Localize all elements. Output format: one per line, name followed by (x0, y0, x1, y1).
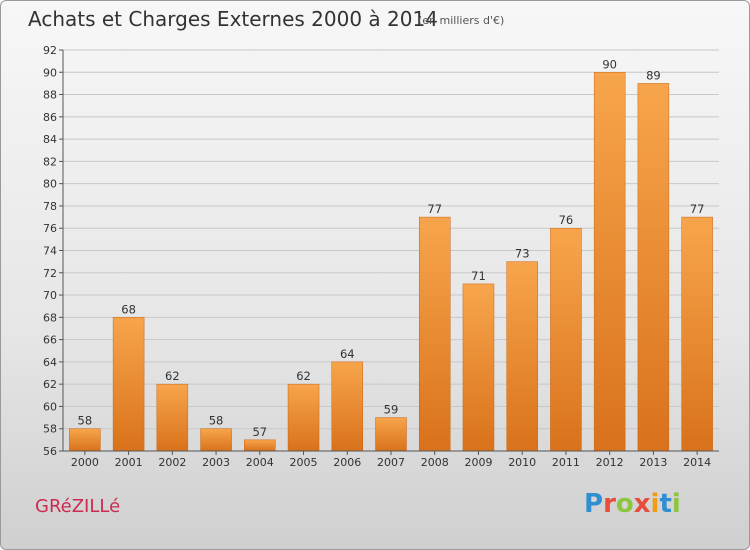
x-tick-label: 2004 (246, 456, 274, 469)
y-tick-label: 86 (43, 111, 57, 124)
bar (69, 428, 101, 452)
logo-letter: i (650, 489, 660, 519)
bar (287, 383, 320, 452)
bar (637, 83, 670, 452)
y-tick-label: 56 (43, 445, 57, 458)
data-label: 77 (427, 202, 442, 216)
data-label: 58 (78, 414, 93, 428)
data-label: 71 (471, 269, 486, 283)
data-label: 59 (384, 403, 399, 417)
bar (200, 428, 232, 452)
x-tick-label: 2005 (290, 456, 318, 469)
x-tick-label: 2010 (508, 456, 536, 469)
data-label: 62 (296, 369, 311, 383)
y-tick-label: 64 (43, 356, 57, 369)
bar (112, 317, 145, 452)
logo-letter: x (633, 489, 651, 519)
y-tick-label: 78 (43, 200, 57, 213)
x-tick-label: 2008 (421, 456, 449, 469)
logo-letter: t (659, 489, 672, 519)
chart-units: (en milliers d'€) (418, 14, 505, 27)
bar (506, 261, 538, 452)
bar (418, 216, 451, 452)
y-tick-label: 66 (43, 334, 57, 347)
x-tick-label: 2009 (464, 456, 492, 469)
logo-letter: r (603, 489, 616, 519)
data-label: 77 (690, 202, 705, 216)
data-label: 57 (252, 425, 267, 439)
y-tick-label: 92 (43, 44, 57, 57)
logo-letter: i (671, 489, 681, 519)
bar (375, 417, 407, 452)
y-tick-label: 84 (43, 133, 57, 146)
y-tick-label: 90 (43, 66, 57, 79)
data-label: 64 (340, 347, 355, 361)
data-label: 62 (165, 369, 180, 383)
chart-title: Achats et Charges Externes 2000 à 2014 (28, 7, 438, 31)
x-tick-label: 2011 (552, 456, 580, 469)
y-tick-label: 60 (43, 400, 57, 413)
bar (462, 283, 495, 452)
bar (593, 72, 626, 452)
data-label: 89 (646, 68, 661, 82)
y-tick-label: 58 (43, 423, 57, 436)
data-label: 76 (559, 213, 574, 227)
logo-letter: o (615, 489, 634, 519)
x-tick-label: 2002 (158, 456, 186, 469)
data-label: 73 (515, 247, 530, 261)
data-label: 68 (121, 302, 136, 316)
y-tick-label: 76 (43, 222, 57, 235)
axes: 56 58 60 62 64 66 68 70 72 74 76 78 80 82 84 86 88 90 92 20… (43, 44, 719, 469)
bars (69, 72, 713, 452)
bar (681, 216, 713, 452)
data-label: 58 (209, 414, 224, 428)
y-tick-label: 70 (43, 289, 57, 302)
bar (156, 383, 189, 452)
proxiti-logo: Proxiti (584, 489, 681, 519)
y-tick-label: 74 (43, 245, 57, 258)
data-label: 90 (602, 57, 617, 71)
bar (550, 227, 582, 452)
logo-letter: P (584, 489, 604, 519)
data-labels: 58 68 62 58 57 62 64 59 77 71 73 76 90 89 77 (78, 57, 705, 439)
x-tick-label: 2007 (377, 456, 405, 469)
x-tick-label: 2012 (596, 456, 624, 469)
y-tick-label: 80 (43, 178, 57, 191)
y-tick-label: 88 (43, 89, 57, 102)
commune-name: GRéZILLé (35, 496, 121, 517)
bar (244, 439, 276, 452)
y-tick-label: 82 (43, 155, 57, 168)
x-tick-label: 2003 (202, 456, 230, 469)
x-tick-label: 2000 (71, 456, 99, 469)
y-tick-label: 68 (43, 311, 57, 324)
x-tick-label: 2006 (333, 456, 361, 469)
bar (331, 361, 364, 452)
x-tick-label: 2001 (115, 456, 143, 469)
x-tick-label: 2014 (683, 456, 711, 469)
y-tick-label: 62 (43, 378, 57, 391)
x-tick-label: 2013 (639, 456, 667, 469)
y-tick-label: 72 (43, 267, 57, 280)
